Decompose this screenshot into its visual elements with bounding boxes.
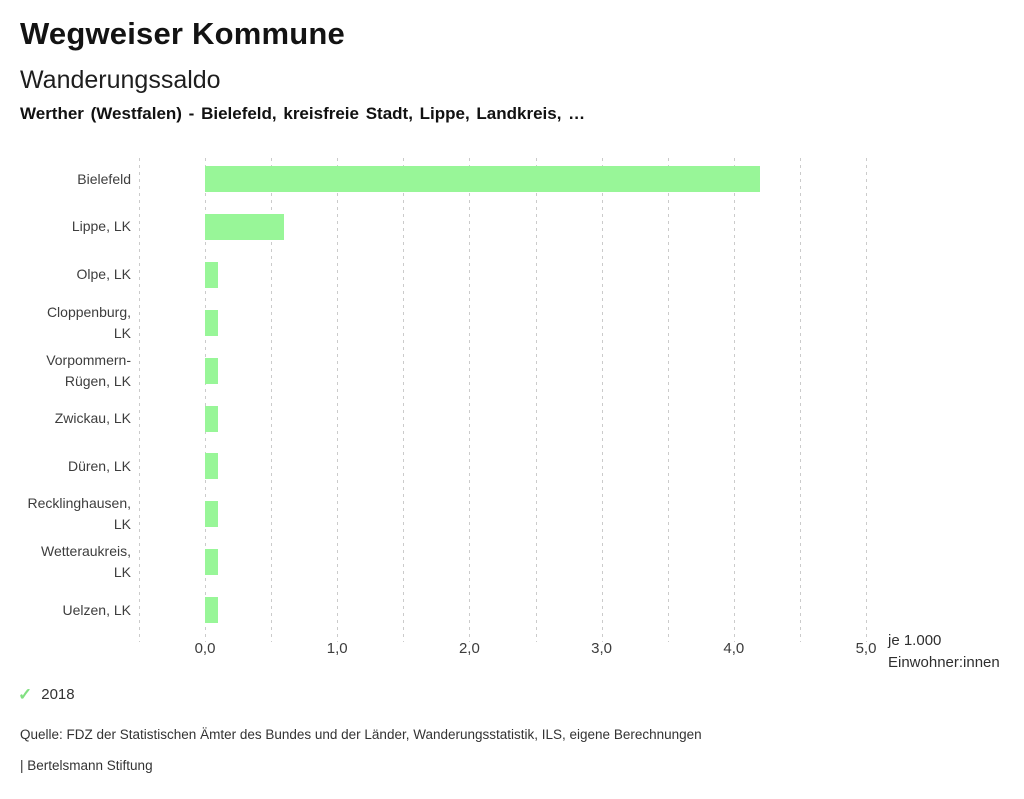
category-label: Düren, LK: [67, 457, 131, 474]
x-tick-label: 1,0: [326, 640, 348, 657]
x-tick-label: 5,0: [855, 640, 877, 657]
category-label: Wetteraukreis, LK: [41, 543, 131, 581]
gridline: [667, 158, 669, 642]
category-label: Cloppenburg, LK: [46, 303, 131, 341]
category-label: Recklinghausen, LK: [27, 495, 131, 533]
bar-zwickau-lk[interactable]: [205, 405, 219, 432]
bar-recklinghausen-lk[interactable]: [205, 501, 219, 528]
selection-title: Werther (Westfalen) - Bielefeld, kreisfr…: [20, 104, 586, 123]
check-icon: ✓: [18, 685, 33, 704]
gridline: [535, 158, 537, 642]
gridline: [205, 158, 206, 642]
category-label: Lippe, LK: [71, 218, 131, 235]
gridline: [138, 158, 140, 642]
category-label: Vorpommern- Rügen, LK: [46, 351, 131, 389]
gridline: [866, 158, 867, 642]
x-tick-label: 2,0: [458, 640, 480, 657]
category-label: Bielefeld: [77, 170, 131, 187]
gridline: [799, 158, 801, 642]
legend-year-label: 2018: [41, 686, 75, 703]
source-note: Quelle: FDZ der Statistischen Ämter des …: [20, 727, 702, 742]
bar-cloppenburg-lk[interactable]: [205, 309, 219, 336]
axis-unit-label: je 1.000 Einwohner:innen: [888, 630, 1000, 674]
branding: | Bertelsmann Stiftung: [20, 758, 153, 773]
bar-vorpommern-rügen-lk[interactable]: [205, 357, 219, 384]
chart-plot: Bielefeld Lippe, LK Olpe, LK Cloppenburg, LK…: [0, 158, 1024, 657]
bar-düren-lk[interactable]: [205, 453, 219, 480]
bar-bielefeld[interactable]: [205, 166, 761, 192]
gridline: [469, 158, 471, 642]
x-tick-label: 3,0: [591, 640, 613, 657]
category-label: Olpe, LK: [76, 266, 131, 283]
category-label: Zwickau, LK: [54, 410, 131, 426]
axis-unit-line-1: je 1.000: [888, 632, 942, 649]
page-subtitle: Wanderungssaldo: [20, 66, 221, 94]
gridline: [271, 158, 273, 642]
x-tick-label: 0,0: [194, 640, 216, 657]
gridline: [601, 158, 603, 642]
legend-item-2018[interactable]: ✓ 2018: [18, 686, 75, 703]
gridline: [403, 158, 405, 642]
x-tick-label: 4,0: [723, 640, 745, 657]
page-title: Wegweiser Kommune: [20, 16, 345, 51]
gridline: [337, 158, 339, 642]
gridline: [733, 158, 735, 642]
category-label: Uelzen, LK: [62, 601, 131, 618]
axis-unit-line-2: Einwohner:innen: [888, 654, 1000, 671]
bar-uelzen-lk[interactable]: [205, 597, 219, 624]
bar-wetteraukreis-lk[interactable]: [205, 549, 219, 576]
bar-lippe-lk[interactable]: [205, 213, 285, 240]
bar-olpe-lk[interactable]: [205, 261, 219, 288]
